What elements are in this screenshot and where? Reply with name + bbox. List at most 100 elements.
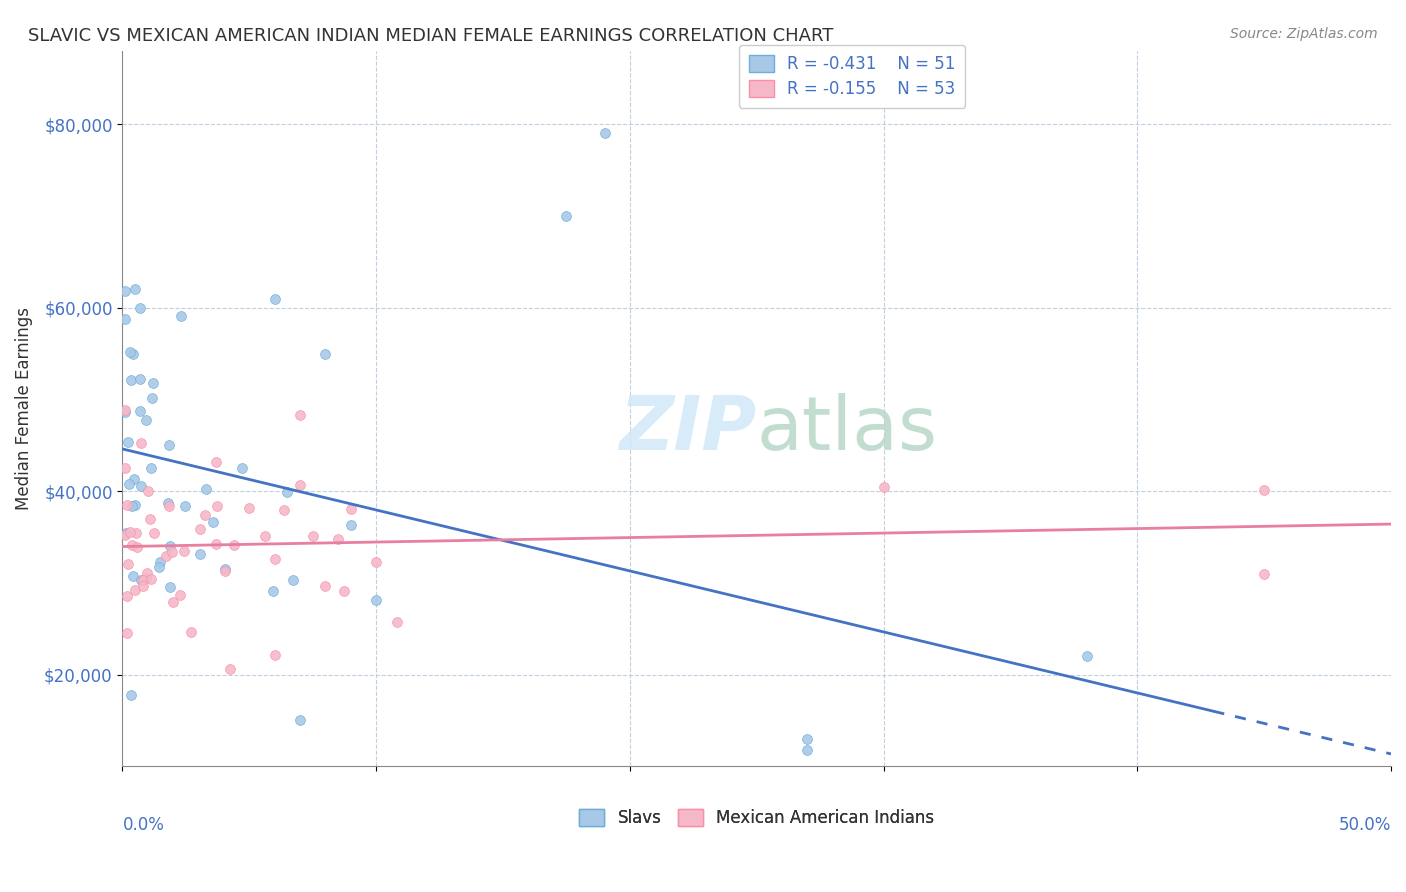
- Point: [263, 292, 285, 306]
- Point: [121, 538, 143, 552]
- Point: [114, 528, 136, 542]
- Point: [169, 588, 191, 602]
- Point: [1076, 810, 1098, 824]
- Text: ZIP: ZIP: [620, 393, 756, 467]
- Point: [139, 512, 162, 526]
- Point: [129, 573, 152, 587]
- Point: [121, 499, 143, 513]
- Point: [1253, 566, 1275, 581]
- Point: [115, 626, 138, 640]
- Point: [131, 436, 153, 450]
- Point: [156, 496, 179, 510]
- Point: [263, 648, 285, 662]
- Point: [173, 544, 195, 558]
- Point: [218, 662, 240, 676]
- Text: atlas: atlas: [756, 393, 938, 467]
- Point: [120, 524, 142, 539]
- Point: [262, 584, 284, 599]
- Point: [214, 562, 236, 576]
- Point: [125, 526, 148, 541]
- Point: [333, 584, 356, 599]
- Point: [148, 560, 170, 574]
- Point: [114, 284, 136, 298]
- Point: [205, 537, 228, 551]
- Point: [141, 460, 163, 475]
- Point: [155, 549, 177, 564]
- Point: [136, 566, 159, 581]
- Point: [387, 615, 409, 629]
- Point: [238, 500, 260, 515]
- Point: [194, 508, 217, 523]
- Point: [124, 582, 146, 597]
- Point: [366, 555, 388, 569]
- Point: [202, 515, 225, 529]
- Point: [129, 301, 152, 315]
- Point: [170, 309, 193, 323]
- Point: [132, 579, 155, 593]
- Point: [124, 498, 146, 512]
- Point: [1253, 483, 1275, 497]
- Point: [157, 500, 180, 514]
- Point: [188, 522, 211, 536]
- Point: [118, 477, 141, 491]
- Point: [314, 347, 336, 361]
- Point: [276, 485, 298, 500]
- Point: [114, 404, 136, 418]
- Point: [117, 498, 139, 512]
- Point: [205, 455, 228, 469]
- Point: [129, 479, 152, 493]
- Point: [149, 555, 172, 569]
- Point: [129, 372, 152, 386]
- Point: [283, 573, 305, 587]
- Point: [142, 376, 165, 390]
- Point: [224, 538, 246, 552]
- Point: [273, 502, 295, 516]
- Point: [263, 552, 285, 566]
- Point: [190, 547, 212, 561]
- Point: [124, 282, 146, 296]
- Y-axis label: Median Female Earnings: Median Female Earnings: [15, 307, 32, 510]
- Point: [129, 403, 152, 417]
- Point: [117, 434, 139, 449]
- Legend: Slavs, Mexican American Indians: Slavs, Mexican American Indians: [569, 798, 945, 837]
- Point: [120, 373, 142, 387]
- Point: [136, 483, 159, 498]
- Text: 0.0%: 0.0%: [122, 816, 165, 834]
- Point: [180, 625, 202, 640]
- Text: SLAVIC VS MEXICAN AMERICAN INDIAN MEDIAN FEMALE EARNINGS CORRELATION CHART: SLAVIC VS MEXICAN AMERICAN INDIAN MEDIAN…: [28, 27, 834, 45]
- Point: [117, 558, 139, 572]
- Point: [796, 743, 818, 757]
- Point: [121, 568, 143, 582]
- Point: [555, 209, 578, 223]
- Point: [205, 499, 228, 513]
- Text: 50.0%: 50.0%: [1339, 816, 1391, 834]
- Point: [125, 540, 148, 554]
- Point: [160, 545, 183, 559]
- Point: [339, 501, 361, 516]
- Point: [796, 731, 818, 746]
- Point: [122, 472, 145, 486]
- Point: [366, 593, 388, 607]
- Text: Source: ZipAtlas.com: Source: ZipAtlas.com: [1230, 27, 1378, 41]
- Point: [157, 438, 180, 452]
- Point: [872, 480, 894, 494]
- Point: [114, 403, 136, 417]
- Point: [135, 571, 157, 585]
- Point: [115, 525, 138, 540]
- Point: [159, 580, 181, 594]
- Point: [159, 539, 181, 553]
- Point: [326, 532, 349, 546]
- Point: [135, 413, 157, 427]
- Point: [214, 564, 236, 578]
- Point: [290, 713, 312, 727]
- Point: [290, 408, 312, 422]
- Point: [114, 312, 136, 326]
- Point: [314, 579, 336, 593]
- Point: [301, 528, 323, 542]
- Point: [339, 517, 361, 532]
- Point: [120, 345, 142, 359]
- Point: [162, 594, 184, 608]
- Point: [593, 126, 616, 140]
- Point: [131, 574, 153, 588]
- Point: [141, 392, 163, 406]
